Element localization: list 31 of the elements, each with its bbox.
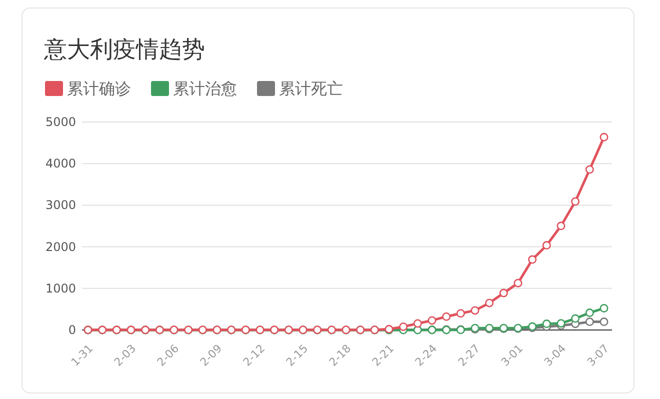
y-tick-label: 4000 [45, 156, 76, 171]
point [556, 222, 566, 230]
y-tick-label: 0 [68, 323, 76, 337]
legend-label: 累计治愈 [173, 79, 237, 98]
point [585, 318, 594, 326]
point [585, 308, 594, 318]
point [571, 197, 580, 206]
point [456, 309, 465, 318]
point [600, 132, 608, 142]
point [470, 306, 480, 315]
legend-label: 累计确诊 [67, 79, 131, 98]
legend-label: 累计死亡 [279, 79, 343, 98]
y-tick-label: 2000 [45, 240, 76, 254]
y-tick-label: 5000 [45, 115, 76, 129]
point [542, 241, 551, 250]
point [413, 319, 422, 328]
point [585, 165, 594, 174]
point [600, 304, 608, 312]
point [399, 322, 408, 331]
point [428, 316, 436, 325]
point [528, 255, 537, 264]
point [499, 288, 508, 298]
point [600, 318, 608, 326]
y-tick-label: 3000 [45, 198, 76, 212]
chart-title: 意大利疫情趋势 [43, 37, 205, 63]
point [442, 312, 451, 321]
y-tick-label: 1000 [45, 281, 76, 296]
point [514, 278, 522, 288]
point [542, 320, 551, 328]
point [571, 314, 580, 323]
point [485, 298, 494, 308]
